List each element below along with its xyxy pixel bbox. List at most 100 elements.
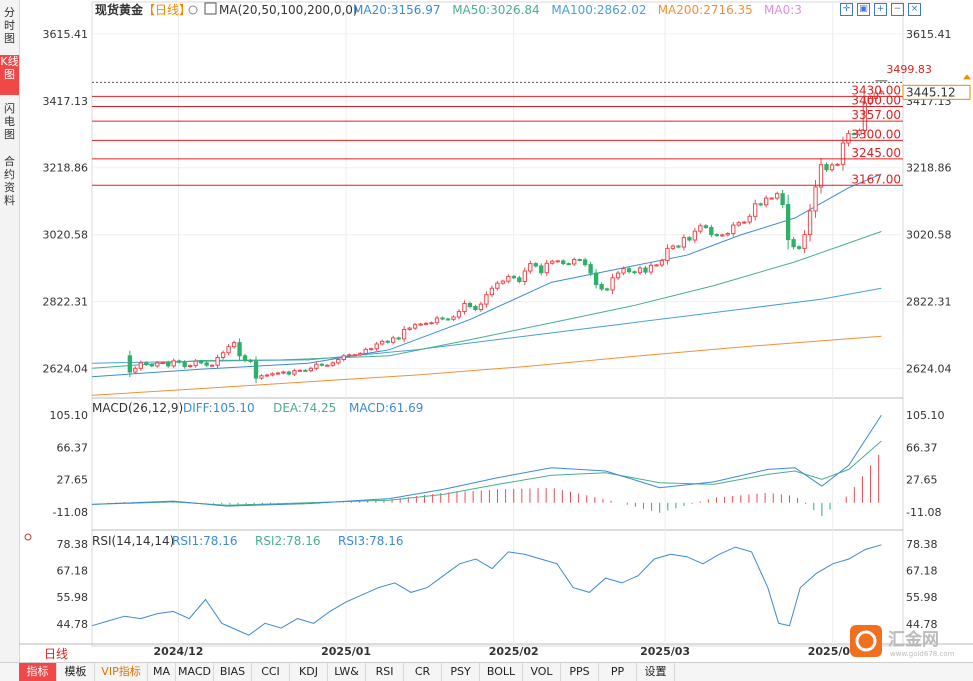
price-tick-left: 2822.31 xyxy=(43,296,89,309)
price-tick-right: 3218.86 xyxy=(906,162,952,175)
macd-tick-left: -11.08 xyxy=(53,506,88,519)
crosshair-icon[interactable]: ✛ xyxy=(840,3,853,16)
side-button-flash-chart[interactable]: 闪电图 xyxy=(4,102,15,141)
candle-body xyxy=(544,262,549,274)
indicator-tab-15[interactable]: PP xyxy=(599,663,637,681)
candle-body xyxy=(478,303,484,311)
ma-value-3: MA200:2716.35 xyxy=(658,3,753,17)
chart-area: 2024/12 2025/01 2025/02 2025/03 2025/04 3615.… xyxy=(19,1,973,658)
candle-body xyxy=(297,369,303,372)
rsi-tick-left: 67.18 xyxy=(57,565,89,578)
candle-body xyxy=(506,275,511,282)
indicator-tab-9[interactable]: RSI xyxy=(366,663,404,681)
period-label: 【日线】 xyxy=(143,3,191,17)
close-icon[interactable]: × xyxy=(908,3,921,16)
candle-body xyxy=(528,263,533,272)
ma-settings-icon xyxy=(204,2,217,15)
candle-body xyxy=(687,237,692,241)
indicator-tab-1[interactable]: 模板 xyxy=(57,663,95,681)
candle-body xyxy=(253,361,259,379)
indicator-tab-12[interactable]: BOLL xyxy=(480,663,523,681)
candle-body xyxy=(714,234,719,237)
candle-body xyxy=(264,374,270,377)
candle-body xyxy=(473,305,478,311)
candle-body xyxy=(160,362,165,365)
candle-body xyxy=(182,361,187,368)
macd-tick-left: 105.10 xyxy=(50,409,89,422)
zoom-out-icon[interactable]: − xyxy=(891,3,904,16)
candle-body xyxy=(566,263,571,266)
candle-body xyxy=(791,239,796,248)
indicator-tab-10[interactable]: CR xyxy=(404,663,442,681)
candle-body xyxy=(418,323,423,326)
candle-body xyxy=(127,355,133,373)
price-tick-right: 2822.31 xyxy=(906,296,952,309)
price-tick-right: 2624.04 xyxy=(906,363,952,376)
plot-frame xyxy=(91,1,904,647)
indicator-tab-7[interactable]: KDJ xyxy=(290,663,328,681)
indicator-tab-6[interactable]: CCI xyxy=(252,663,290,681)
candle-body xyxy=(456,311,462,318)
side-button-contract-info[interactable]: 合约资料 xyxy=(4,155,15,207)
candle-body xyxy=(632,271,637,274)
candle-body xyxy=(407,327,412,330)
candle-body xyxy=(725,233,730,236)
rsi-line xyxy=(91,544,882,636)
candle-body xyxy=(292,370,297,375)
last-price-text: 3445.12 xyxy=(906,85,956,99)
candle-body xyxy=(796,246,802,249)
candle-body xyxy=(824,164,829,171)
candle-body xyxy=(325,364,330,367)
indicator-tab-8[interactable]: LW& xyxy=(328,663,366,681)
indicator-tab-16[interactable]: 设置 xyxy=(637,663,675,681)
side-button-time-chart[interactable]: 分时图 xyxy=(4,6,15,45)
macd-tick-right: -11.08 xyxy=(906,506,941,519)
ma-value-2: MA100:2862.02 xyxy=(551,3,646,17)
candle-body xyxy=(555,260,560,263)
candle-body xyxy=(215,356,220,366)
indicator-tab-2[interactable]: VIP指标 xyxy=(95,663,148,681)
candle-body xyxy=(522,270,527,282)
indicator-tab-3[interactable]: MA xyxy=(148,663,176,681)
candle-body xyxy=(319,363,325,366)
candle-body xyxy=(358,352,363,356)
candle-body xyxy=(604,288,610,291)
rsi-tick-left: 55.98 xyxy=(57,591,89,604)
macd-tick-right: 66.37 xyxy=(906,441,938,454)
rsi-value-0: RSI1:78.16 xyxy=(172,534,238,548)
indicator-tab-4[interactable]: MACD xyxy=(176,663,214,681)
zoom-in-icon[interactable]: + xyxy=(874,3,887,16)
candle-body xyxy=(621,268,626,274)
macd-tick-left: 66.37 xyxy=(57,441,89,454)
last-price-tag xyxy=(902,84,971,100)
side-panel: 分时图 K线图 闪电图 合约资料 xyxy=(0,0,20,680)
candle-body xyxy=(539,265,544,274)
candle-body xyxy=(780,193,785,205)
indicator-tab-11[interactable]: PSY xyxy=(442,663,480,681)
candle-body xyxy=(648,264,654,273)
level-label: 3245.00 xyxy=(851,146,901,160)
indicator-tab-13[interactable]: VOL xyxy=(523,663,561,681)
indicator-tab-14[interactable]: PPS xyxy=(561,663,599,681)
side-button-kline[interactable]: K线图 xyxy=(0,55,19,95)
macd-label: MACD(26,12,9) xyxy=(92,401,183,415)
ma-params-label: MA(20,50,100,200,0,0) xyxy=(219,3,358,17)
ma-value-4: MA0:3 xyxy=(764,3,802,17)
site-logo: 汇金网 www.gold678.com xyxy=(850,623,970,659)
macd-tick-right: 105.10 xyxy=(906,409,945,422)
candle-body xyxy=(593,272,599,286)
zoom-fit-icon[interactable]: ▣ xyxy=(857,3,870,16)
candle-body xyxy=(769,197,774,200)
rsi-label: RSI(14,14,14) xyxy=(92,534,174,548)
candle-body xyxy=(709,226,714,236)
candle-body xyxy=(818,164,824,188)
ma-value-0: MA20:3156.97 xyxy=(353,3,441,17)
candle-body xyxy=(336,359,341,364)
candle-body xyxy=(676,245,681,248)
macd-tick-left: 27.65 xyxy=(57,474,89,487)
candle-body xyxy=(138,362,143,369)
indicator-tab-0[interactable]: 指标 xyxy=(19,663,57,681)
indicator-tab-5[interactable]: BIAS xyxy=(214,663,252,681)
period-day-button[interactable]: 日线 xyxy=(43,647,68,661)
level-label: 3400.00 xyxy=(851,94,901,108)
